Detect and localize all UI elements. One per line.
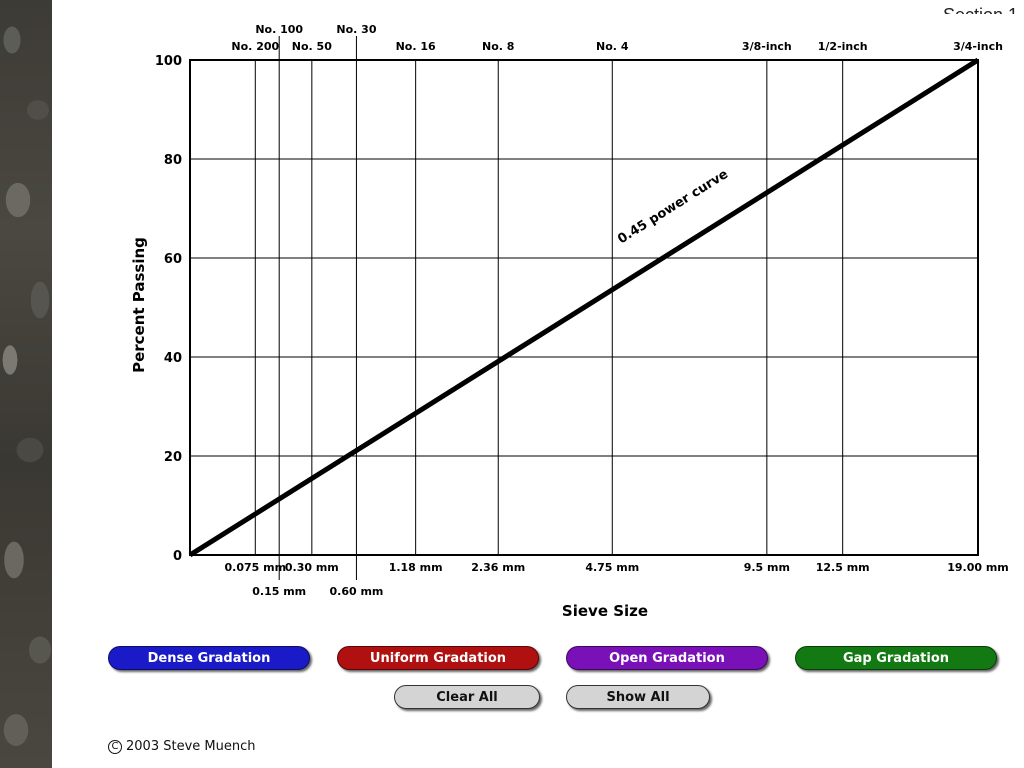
copyright-symbol: C	[108, 739, 122, 754]
sieve-size-label: 2.36 mm	[471, 561, 525, 574]
uniform-gradation-button[interactable]: Uniform Gradation	[337, 646, 539, 670]
x-axis-title: Sieve Size	[562, 602, 648, 620]
y-tick-label: 0	[173, 549, 182, 564]
sieve-size-label: 1.18 mm	[389, 561, 443, 574]
sieve-name-label: No. 200	[231, 40, 279, 53]
sieve-size-label: 0.15 mm	[252, 585, 306, 598]
sieve-size-label: 12.5 mm	[816, 561, 870, 574]
plot-frame	[189, 59, 979, 556]
copyright: C 2003 Steve Muench	[108, 739, 255, 754]
power-curve-line	[188, 57, 980, 558]
y-axis-title: Percent Passing	[130, 237, 148, 373]
sieve-name-label: No. 30	[336, 23, 376, 36]
y-tick-label: 40	[164, 351, 182, 366]
power-curve-annotation: 0.45 power curve	[615, 167, 731, 248]
dense-gradation-button[interactable]: Dense Gradation	[108, 646, 310, 670]
sieve-name-label: No. 8	[482, 40, 514, 53]
gap-gradation-button[interactable]: Gap Gradation	[795, 646, 997, 670]
sieve-name-label: No. 4	[596, 40, 629, 53]
y-tick-label: 80	[164, 153, 182, 168]
sieve-size-label: 19.00 mm	[947, 561, 1009, 574]
sieve-size-label: 0.075 mm	[225, 561, 287, 574]
section-label: Section 1	[943, 2, 1018, 14]
rock-texture-strip	[0, 0, 52, 768]
copyright-text: 2003 Steve Muench	[126, 739, 256, 754]
y-tick-label: 60	[164, 252, 182, 267]
sieve-size-label: 4.75 mm	[585, 561, 639, 574]
sieve-size-label: 0.30 mm	[285, 561, 339, 574]
sieve-name-label: No. 50	[292, 40, 332, 53]
sieve-size-label: 0.60 mm	[329, 585, 383, 598]
show-all-button[interactable]: Show All	[566, 685, 710, 709]
sieve-name-label: 3/4-inch	[953, 40, 1003, 53]
open-gradation-button[interactable]: Open Gradation	[566, 646, 768, 670]
sieve-name-label: 3/8-inch	[742, 40, 792, 53]
sieve-name-label: No. 100	[255, 23, 303, 36]
sieve-name-label: No. 16	[396, 40, 436, 53]
y-tick-label: 20	[164, 450, 182, 465]
sieve-name-label: 1/2-inch	[818, 40, 868, 53]
clear-all-button[interactable]: Clear All	[394, 685, 540, 709]
gradation-chart: 0 20 40 60 80 100 No. 200 0.075 mm No. 100 0.15 m…	[130, 23, 1009, 620]
y-tick-label: 100	[155, 54, 182, 69]
sieve-size-label: 9.5 mm	[744, 561, 790, 574]
